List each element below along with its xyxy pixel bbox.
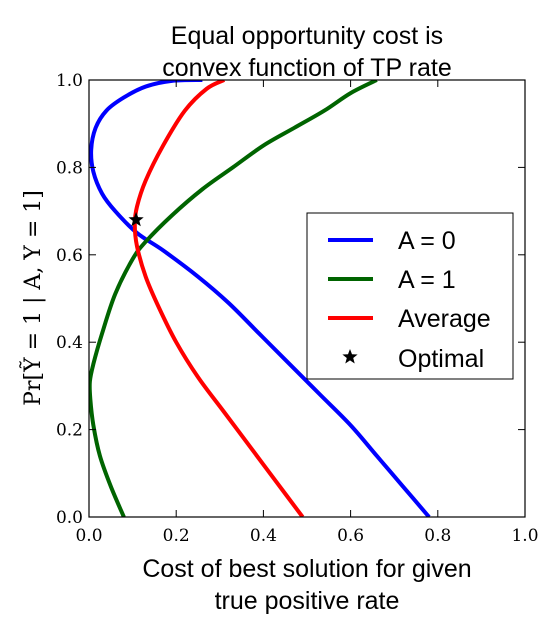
x-tick-label: 1.0 xyxy=(511,526,538,546)
series-line-a1 xyxy=(89,80,378,517)
plot-area xyxy=(89,80,431,517)
x-tick-label: 0.8 xyxy=(424,526,451,546)
series-line-average xyxy=(132,80,305,517)
x-axis-label-line-1: Cost of best solution for given xyxy=(142,555,471,583)
y-tick-label: 1.0 xyxy=(56,71,83,91)
y-axis-label: Pr[Ỹ = 1 | A, Y = 1] xyxy=(18,190,46,406)
legend-label-average: Average xyxy=(398,305,491,333)
legend: A = 0 A = 1 Average Optimal xyxy=(306,212,514,380)
y-tick-label: 0.2 xyxy=(56,421,83,441)
x-tick-label: 0.6 xyxy=(337,526,364,546)
y-tick-label: 0.0 xyxy=(56,508,83,528)
chart-title-line-1: Equal opportunity cost is xyxy=(171,22,443,50)
axes-frame xyxy=(88,79,526,518)
y-tick-label: 0.8 xyxy=(56,158,83,178)
y-tick-label: 0.4 xyxy=(56,333,83,353)
chart-title-line-2: convex function of TP rate xyxy=(162,54,452,82)
y-tick-label: 0.6 xyxy=(56,246,83,266)
x-axis-label-line-2: true positive rate xyxy=(215,587,400,615)
x-tick-label: 0.2 xyxy=(163,526,190,546)
legend-label-a0: A = 0 xyxy=(398,227,456,255)
x-tick-label: 0.4 xyxy=(250,526,277,546)
legend-star-icon xyxy=(342,349,358,364)
x-tick-label: 0.0 xyxy=(75,526,102,546)
legend-label-a1: A = 1 xyxy=(398,266,456,294)
optimal-star-marker xyxy=(128,211,144,227)
axis-ticks: 0.0 0.2 0.4 0.6 0.8 1.0 0.0 0.2 0.4 0.6 0.8 1.0 xyxy=(56,71,539,546)
legend-label-optimal: Optimal xyxy=(398,345,484,373)
